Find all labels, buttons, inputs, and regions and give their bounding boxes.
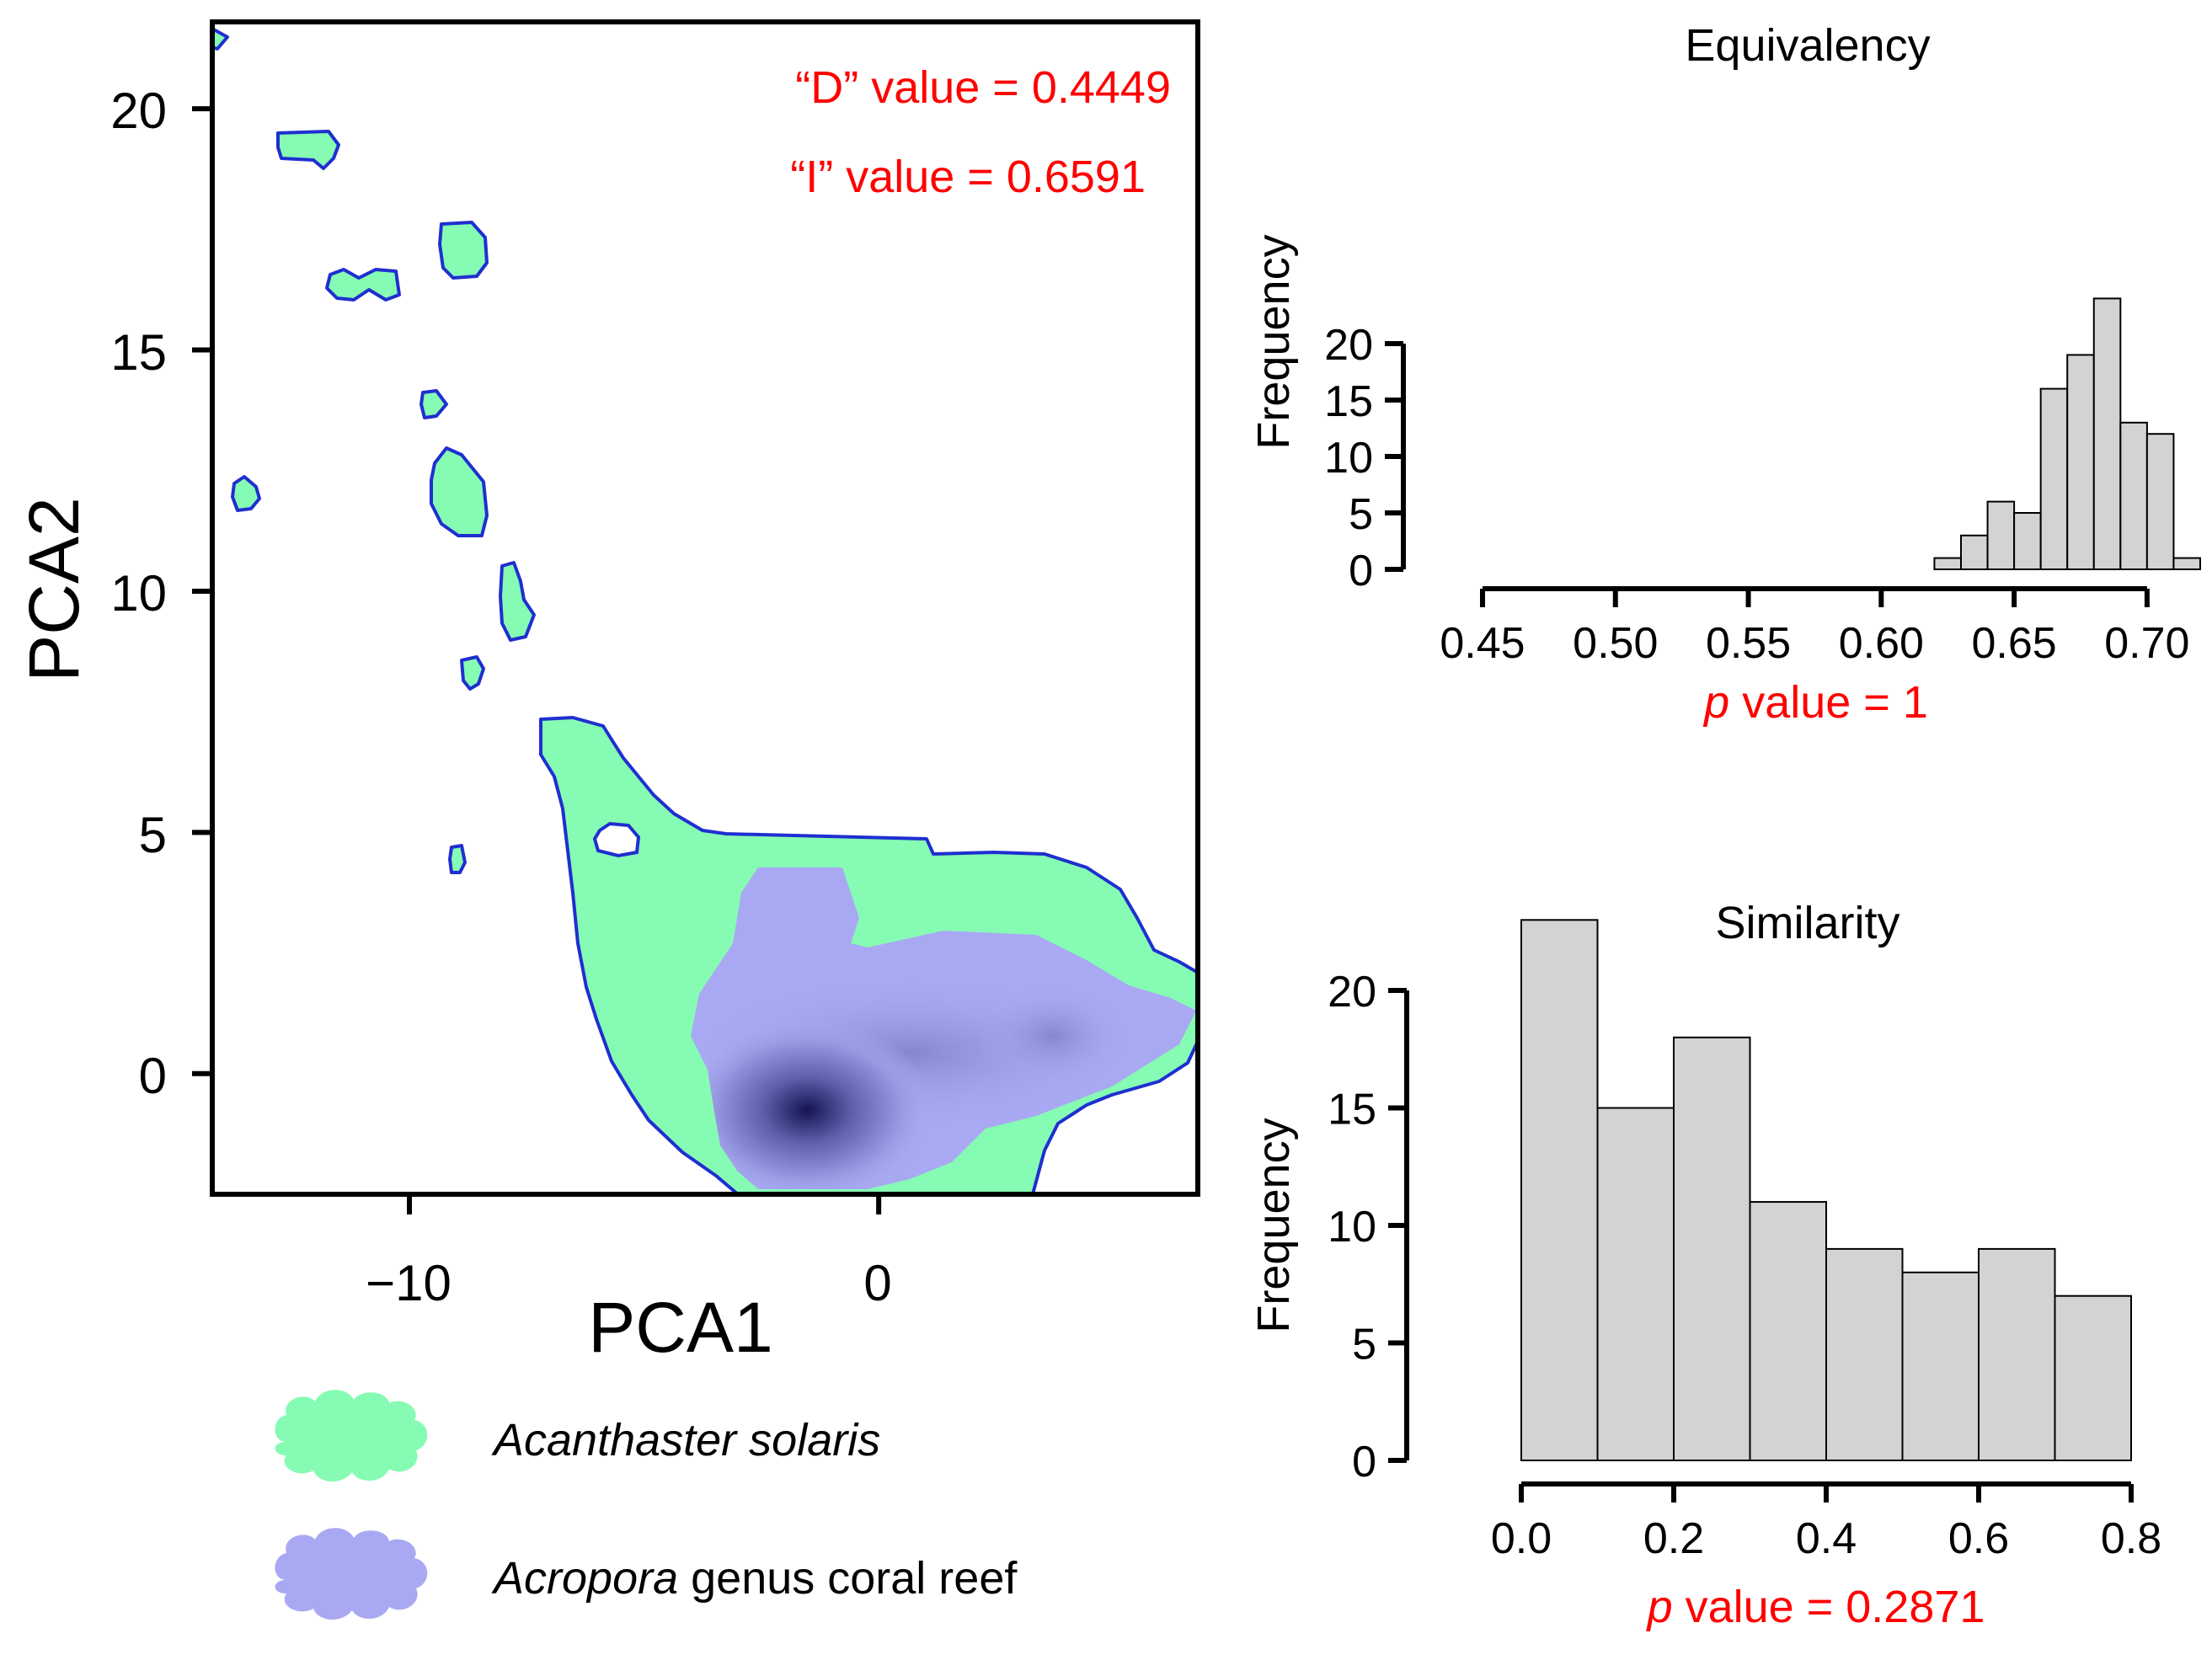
y-tick-labels: 0 5 10 15 20 — [1328, 968, 1376, 1487]
niche-island — [212, 27, 229, 51]
niche-island — [430, 446, 489, 537]
x-tick-label: 0.6 — [1948, 1514, 2009, 1563]
histogram-bar — [2039, 387, 2069, 570]
x-tick-label: 0.55 — [1706, 619, 1791, 668]
x-tick-label: 0.0 — [1491, 1514, 1552, 1563]
density-peak — [691, 1017, 933, 1189]
histogram-bar — [1825, 1247, 1904, 1462]
x-axis-ticks — [407, 1194, 882, 1214]
niche-island — [276, 130, 340, 170]
niche-island — [231, 475, 261, 512]
cloud-icon — [275, 1528, 428, 1620]
y-tick-label: 10 — [1324, 434, 1373, 483]
chart-title: Equivalency — [1685, 20, 1930, 71]
niche-island — [438, 221, 489, 280]
legend-label-genus: Acropora — [491, 1553, 678, 1604]
x-tick-label: 0.4 — [1796, 1514, 1857, 1563]
x-tick-label: 0.65 — [1972, 619, 2057, 668]
niche-island — [325, 268, 401, 302]
x-tick-label: 0.2 — [1643, 1514, 1704, 1563]
y-tick-label: 0 — [139, 1048, 167, 1104]
histogram-bar — [1901, 1271, 1980, 1462]
x-tick-label: −10 — [366, 1255, 451, 1311]
histogram-bars — [1520, 919, 2132, 1462]
histogram-bar — [1933, 557, 1962, 570]
histogram-bar — [1596, 1107, 1675, 1461]
y-tick-label: 0 — [1349, 547, 1373, 595]
y-tick-label: 15 — [110, 324, 167, 381]
p-value-label: p value = 1 — [1702, 677, 1928, 728]
y-tick-label: 15 — [1324, 377, 1373, 426]
histogram-bar — [1520, 919, 1599, 1462]
histogram-bar — [2054, 1294, 2132, 1461]
niche-island — [499, 561, 536, 642]
y-tick-label: 20 — [1324, 321, 1373, 370]
y-axis-label: PCA2 — [14, 497, 94, 681]
y-tick-label: 20 — [110, 83, 167, 139]
y-tick-label: 10 — [110, 565, 167, 622]
chart-title: Similarity — [1715, 898, 1899, 948]
histogram-bar — [2092, 297, 2122, 570]
histogram-bar — [2013, 512, 2042, 570]
x-tick-label: 0.70 — [2104, 619, 2189, 668]
histogram-bars — [1933, 297, 2201, 571]
y-tick-label: 5 — [139, 807, 167, 863]
niche-hole — [592, 821, 641, 858]
y-tick-labels: 0 5 10 15 20 — [1324, 321, 1373, 595]
cloud-icon — [275, 1390, 428, 1482]
axes — [1385, 341, 2150, 607]
x-tick-label: 0.50 — [1573, 619, 1658, 668]
x-axis-label: PCA1 — [588, 1288, 772, 1367]
x-tick-labels: 0.0 0.2 0.4 0.6 0.8 — [1491, 1514, 2161, 1563]
niche-island — [419, 389, 448, 419]
x-tick-label: 0.60 — [1839, 619, 1924, 668]
niche-overlap-panel: −10 0 0 5 10 15 20 PCA1 PCA2 “D” value =… — [14, 19, 1200, 1620]
y-tick-label: 15 — [1328, 1086, 1376, 1134]
y-axis-label: Frequency — [1248, 1118, 1299, 1332]
y-axis-label: Frequency — [1248, 234, 1299, 449]
y-axis-ticks — [192, 106, 212, 1076]
legend-label: Acropora genus coral reef — [491, 1553, 1018, 1604]
y-tick-label: 10 — [1328, 1203, 1376, 1252]
p-italic: p — [1702, 677, 1729, 728]
legend-item-acropora: Acropora genus coral reef — [275, 1528, 1018, 1620]
x-tick-label: 0 — [863, 1255, 891, 1311]
legend-item-acanthaster: Acanthaster solaris — [275, 1390, 880, 1482]
p-italic: p — [1646, 1582, 1673, 1632]
legend-label-rest: genus coral reef — [678, 1553, 1018, 1604]
histogram-bar — [2066, 354, 2095, 570]
p-rest: value = 1 — [1729, 677, 1928, 728]
x-tick-label: 0.45 — [1440, 619, 1525, 668]
plot-frame — [210, 19, 1200, 1197]
histogram-bar — [2172, 557, 2201, 570]
histogram-bar — [1986, 500, 2016, 570]
density-gradient-secondary — [977, 985, 1129, 1086]
histogram-bar — [1749, 1201, 1827, 1461]
y-tick-label: 5 — [1349, 490, 1373, 539]
y-tick-label: 5 — [1352, 1321, 1376, 1369]
histogram-bar — [1673, 1036, 1751, 1462]
histogram-bar — [1960, 534, 1989, 570]
x-tick-labels: 0.45 0.50 0.55 0.60 0.65 0.70 — [1440, 619, 2189, 668]
niche-island — [460, 655, 485, 691]
y-tick-label: 20 — [1328, 968, 1376, 1017]
i-value-annotation: “I” value = 0.6591 — [790, 152, 1146, 202]
d-value-annotation: “D” value = 0.4449 — [795, 62, 1171, 113]
histogram-bar — [2119, 421, 2148, 570]
legend-label: Acanthaster solaris — [491, 1415, 880, 1465]
legend: Acanthaster solaris Acropora genus coral… — [275, 1390, 1018, 1620]
y-tick-label: 0 — [1352, 1438, 1376, 1487]
axes — [1388, 988, 2134, 1503]
p-value-label: p value = 0.2871 — [1646, 1582, 1985, 1632]
x-tick-label: 0.8 — [2101, 1514, 2161, 1563]
niche-island — [448, 844, 467, 874]
histogram-bar — [1978, 1247, 2056, 1462]
histogram-bar — [2145, 433, 2175, 571]
p-rest: value = 0.2871 — [1673, 1582, 1985, 1632]
